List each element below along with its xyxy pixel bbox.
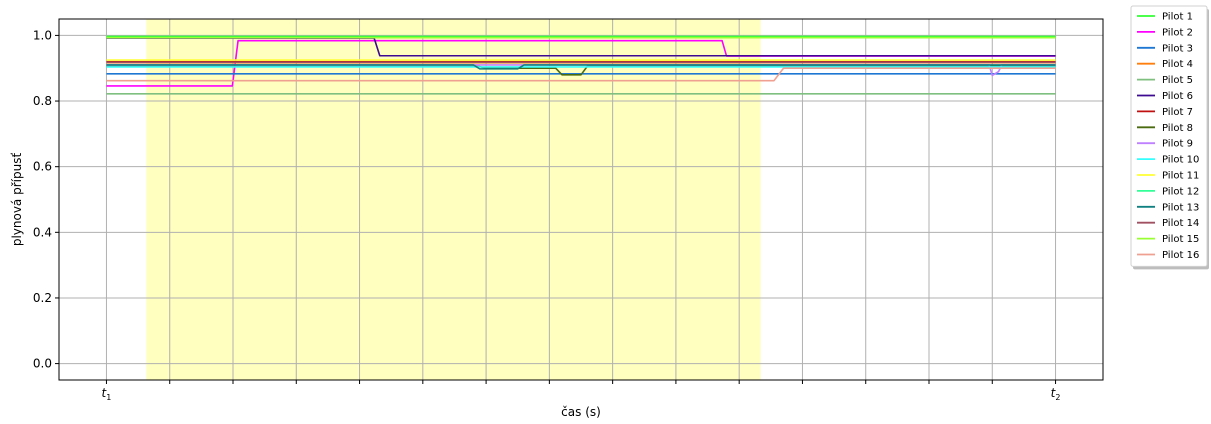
x-axis-label: čas (s): [561, 405, 601, 419]
highlight-span: [146, 19, 761, 380]
legend-label: Pilot 7: [1162, 107, 1193, 118]
y-tick-label: 1.0: [33, 28, 52, 42]
legend-label: Pilot 9: [1162, 139, 1193, 150]
legend-label: Pilot 1: [1162, 12, 1193, 23]
legend-label: Pilot 14: [1162, 218, 1199, 229]
legend-label: Pilot 4: [1162, 59, 1193, 70]
legend-label: Pilot 15: [1162, 234, 1199, 245]
legend-label: Pilot 5: [1162, 75, 1193, 86]
legend-label: Pilot 2: [1162, 27, 1193, 38]
series-line-pilot-16: [106, 67, 1056, 82]
legend-label: Pilot 3: [1162, 43, 1193, 54]
legend-label: Pilot 16: [1162, 250, 1199, 261]
plot-frame: [58, 18, 1104, 381]
x-tick-label: t1: [102, 386, 112, 402]
y-tick-label: 0.2: [33, 291, 52, 305]
series-layer: [106, 35, 1056, 95]
legend-label: Pilot 12: [1162, 186, 1199, 197]
grid-layer: [59, 19, 1103, 380]
y-tick-label: 0.4: [33, 225, 52, 239]
legend: Pilot 1 Pilot 2 Pilot 3 Pilot 4 Pilot 5 Pilot…: [1130, 5, 1209, 270]
y-axis-label: plynová přípusť: [10, 153, 24, 247]
legend-box: [1130, 5, 1208, 267]
legend-label: Pilot 8: [1162, 123, 1193, 134]
legend-label: Pilot 11: [1162, 171, 1199, 182]
y-tick-label: 0.8: [33, 94, 52, 108]
series-line-pilot-13: [106, 64, 1056, 70]
highlight-layer: [146, 19, 761, 380]
legend-label: Pilot 13: [1162, 202, 1199, 213]
y-tick-label: 0.0: [33, 357, 52, 371]
x-tick-label: t2: [1051, 386, 1061, 402]
y-tick-label: 0.6: [33, 160, 52, 174]
legend-label: Pilot 10: [1162, 155, 1199, 166]
legend-label: Pilot 6: [1162, 91, 1193, 102]
ticks-layer: 0.0 0.2 0.4 0.6 0.8 1.0 t1 t2: [33, 28, 1061, 402]
